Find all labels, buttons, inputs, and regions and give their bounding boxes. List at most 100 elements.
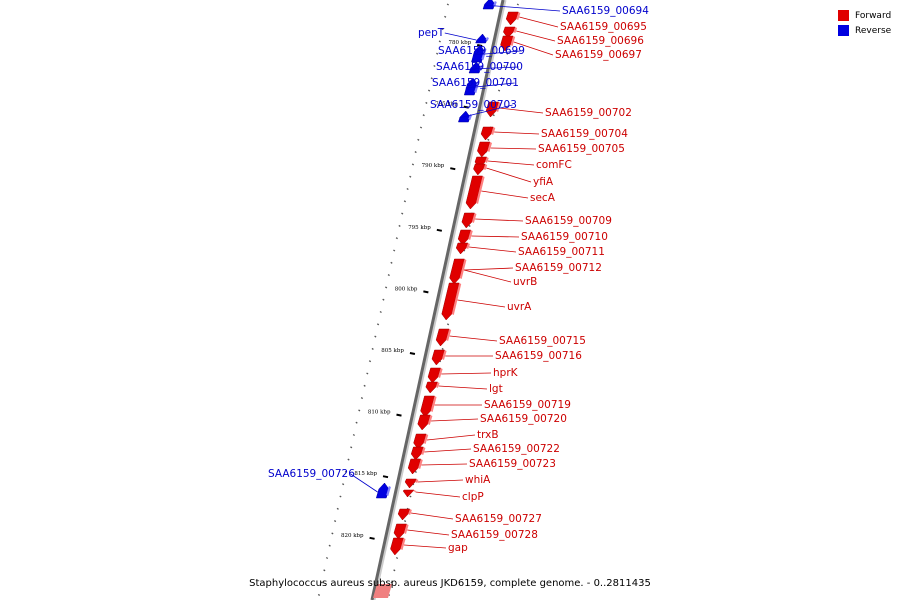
gene-saa6159-00711-connector bbox=[469, 246, 517, 253]
major-tick bbox=[396, 413, 402, 417]
tick-label: 815 kbp bbox=[354, 471, 377, 477]
gene-saa6159-00712-connector bbox=[464, 267, 514, 271]
gene-saa6159-00727-arrow bbox=[397, 508, 411, 521]
gene-whia-arrow bbox=[404, 478, 417, 489]
gene-trxb-arrow bbox=[413, 433, 427, 450]
gene-saa6159-00710-shade bbox=[468, 230, 473, 240]
gene-saa6159-00705-arrow bbox=[477, 141, 491, 158]
gene-saa6159-00699-label: SAA6159_00699 bbox=[438, 45, 525, 57]
gene-saa6159-00700-label: SAA6159_00700 bbox=[436, 61, 523, 73]
gene-saa6159-00710-arrow bbox=[457, 229, 472, 246]
minor-tick-right bbox=[492, 114, 495, 117]
minor-tick-left bbox=[371, 347, 374, 350]
gene-saa6159-00694-arrow bbox=[482, 0, 496, 10]
gene-saa6159-00697-connector bbox=[513, 41, 554, 56]
minor-tick-right bbox=[516, 3, 519, 6]
gene-saa6159-00720-label: SAA6159_00720 bbox=[480, 413, 567, 425]
genome-caption: Staphylococcus aureus subsp. aureus JKD6… bbox=[249, 578, 651, 589]
minor-tick-left bbox=[446, 3, 449, 6]
minor-tick-left bbox=[403, 200, 407, 203]
gene-saa6159-00704-label: SAA6159_00704 bbox=[541, 128, 628, 140]
major-tick bbox=[423, 290, 429, 294]
major-tick bbox=[436, 228, 443, 232]
gene-saa6159-00716-label: SAA6159_00716 bbox=[495, 350, 582, 362]
gene-saa6159-00705-shade bbox=[487, 142, 492, 152]
gene-trxb-shade bbox=[423, 434, 429, 444]
gene-clpp-arrow bbox=[402, 489, 415, 498]
minor-tick-right bbox=[506, 52, 509, 55]
minor-tick-left bbox=[355, 421, 358, 424]
gene-saa6159-00694-connector bbox=[483, 4, 561, 12]
minor-tick-left bbox=[352, 433, 355, 437]
gene-gap-arrow bbox=[390, 537, 404, 556]
minor-tick-left bbox=[368, 360, 372, 363]
minor-tick-right bbox=[393, 569, 396, 572]
gene-saa6159-00711-label: SAA6159_00711 bbox=[518, 246, 605, 258]
gene-lgt-label: lgt bbox=[489, 383, 503, 395]
gene-saa6159-00703-connector bbox=[459, 104, 513, 119]
gene-saa6159-00716-arrow bbox=[431, 349, 445, 366]
minor-tick-left bbox=[331, 532, 334, 535]
gene-uvra-shade bbox=[451, 283, 462, 315]
gene-saa6159-00704-shade bbox=[491, 127, 496, 135]
gene-uvrb-label: uvrB bbox=[513, 276, 537, 288]
gene-saa6159-00701-arrow bbox=[463, 77, 478, 96]
gene-yfia-arrow bbox=[473, 163, 486, 176]
gene-saa6159-00709-shade bbox=[471, 213, 477, 223]
gene-saa6159-00712-shade bbox=[459, 259, 467, 279]
minor-tick-left bbox=[444, 15, 447, 18]
minor-tick-left bbox=[382, 298, 385, 301]
gene-saa6159-00701-connector bbox=[465, 82, 515, 89]
minor-tick-right bbox=[503, 64, 506, 68]
gene-saa6159-00699-connector bbox=[472, 50, 521, 56]
minor-tick-right bbox=[487, 138, 490, 141]
gene-saa6159-00719-arrow bbox=[420, 395, 435, 418]
gene-pept-arrow bbox=[475, 33, 488, 44]
minor-tick-left bbox=[336, 507, 339, 510]
gene-hprk-connector bbox=[441, 372, 492, 375]
gene-saa6159-00701-label: SAA6159_00701 bbox=[432, 77, 519, 89]
gene-hprk-shade bbox=[438, 368, 443, 378]
minor-tick-left bbox=[325, 556, 329, 560]
gene-saa6159-00697-shade bbox=[510, 36, 516, 46]
gene-saa6159-00704-connector bbox=[494, 131, 540, 135]
minor-tick-left bbox=[379, 310, 382, 314]
minor-tick-left bbox=[409, 175, 412, 178]
minor-tick-left bbox=[390, 261, 393, 264]
gene-saa6159-00702-shade bbox=[496, 102, 501, 112]
minor-tick-right bbox=[390, 581, 393, 584]
major-tick bbox=[409, 352, 416, 355]
gene-clpp-label: clpP bbox=[462, 491, 484, 503]
gene-saa6159-00720-connector bbox=[431, 418, 479, 422]
tick-label: 810 kbp bbox=[368, 410, 391, 416]
gene-saa6159-00700-connector bbox=[469, 66, 519, 70]
minor-tick-left bbox=[417, 138, 420, 141]
gene-saa6159-00728-connector bbox=[407, 529, 450, 536]
gene-gap-connector bbox=[403, 544, 447, 549]
gene-saa6159-00720-arrow bbox=[417, 414, 431, 431]
minor-tick-right bbox=[446, 323, 450, 326]
gene-trxb-label: trxB bbox=[477, 429, 499, 441]
minor-tick-left bbox=[422, 114, 425, 117]
gene-comfc-label: comFC bbox=[536, 159, 572, 171]
gene-uvra-label: uvrA bbox=[507, 301, 532, 313]
gene-saa6159-00695-label: SAA6159_00695 bbox=[560, 21, 647, 33]
legend-label-forward: Forward bbox=[855, 10, 892, 21]
gene-clpp-shade bbox=[413, 490, 417, 492]
minor-tick-left bbox=[395, 237, 398, 240]
gene-saa6159-00696-label: SAA6159_00696 bbox=[557, 35, 644, 47]
gene-whia-connector bbox=[417, 479, 464, 483]
legend-item-forward: Forward bbox=[838, 8, 891, 23]
gene-saa6159-00704-arrow bbox=[480, 126, 494, 141]
minor-tick-left bbox=[333, 520, 337, 523]
minor-tick-left bbox=[430, 77, 433, 80]
minor-tick-left bbox=[360, 397, 364, 400]
gene-comfc-connector bbox=[487, 160, 535, 166]
minor-tick-left bbox=[436, 52, 439, 55]
legend: Forward Reverse bbox=[838, 8, 891, 38]
gene-saa6159-00695-arrow bbox=[505, 11, 519, 26]
gene-clpp-connector bbox=[415, 491, 461, 498]
gene-saa6159-00726-arrow bbox=[375, 482, 390, 499]
